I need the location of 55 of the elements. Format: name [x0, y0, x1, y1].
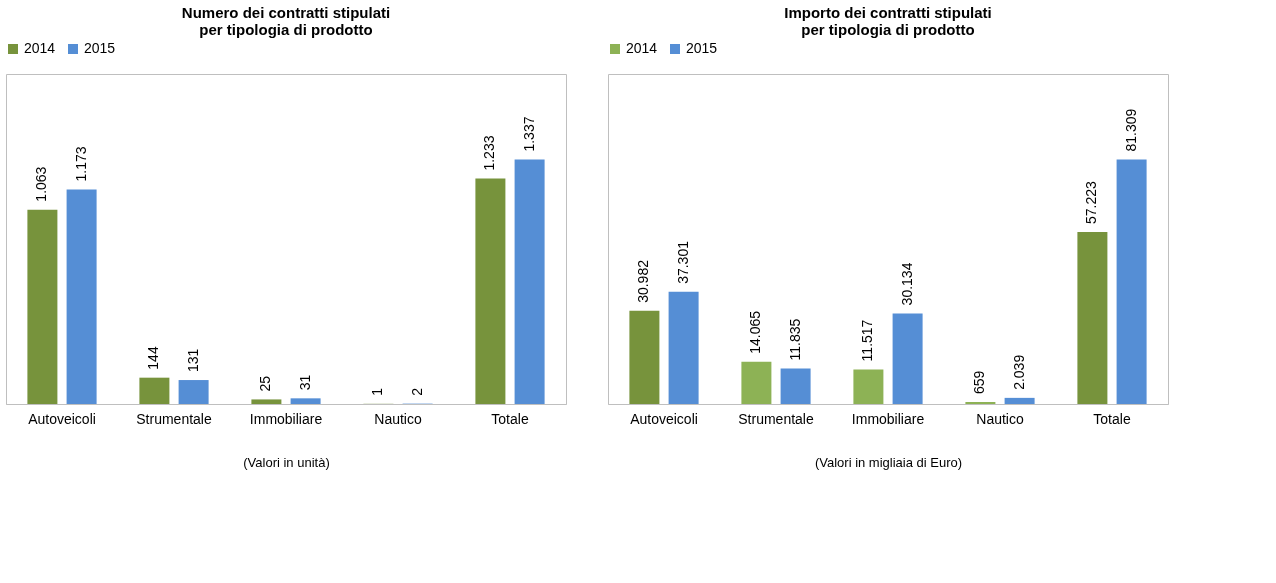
- x-tick-label: Autoveicoli: [630, 410, 698, 427]
- data-label: 81.309: [1122, 108, 1139, 152]
- bar: [780, 368, 811, 404]
- bar: [139, 377, 170, 404]
- bar: [668, 291, 699, 404]
- x-tick-label: Immobiliare: [249, 410, 323, 427]
- bar: [1004, 397, 1035, 404]
- x-tick-label: Nautico: [976, 410, 1024, 427]
- data-label: 1.063: [33, 166, 50, 202]
- bar: [629, 310, 660, 404]
- legend-label: 2015: [686, 40, 718, 56]
- bar: [1077, 231, 1108, 404]
- bar: [1116, 159, 1147, 404]
- x-tick-label: Autoveicoli: [28, 410, 96, 427]
- data-label: 2: [408, 387, 425, 396]
- data-label: 1: [369, 387, 386, 396]
- chart-title: Numero dei contratti stipulati per tipologia di prodotto: [181, 4, 391, 38]
- data-label: 1.233: [481, 135, 498, 171]
- text: (Valori in unità): [243, 454, 330, 470]
- bar: [66, 189, 97, 404]
- legend-label: 2014: [626, 40, 658, 56]
- data-label: 11.835: [786, 318, 803, 361]
- data-label: 2.039: [1010, 354, 1027, 390]
- text: (Valori in migliaia di Euro): [814, 454, 963, 470]
- legend-label: 2014: [24, 40, 56, 56]
- data-label: 37.301: [674, 240, 691, 284]
- data-label: 25: [257, 375, 274, 392]
- x-tick-label: Strumentale: [136, 410, 212, 427]
- x-tick-label: Totale: [491, 410, 529, 427]
- bar: [741, 361, 772, 404]
- x-tick-label: Immobiliare: [851, 410, 925, 427]
- x-tick-label: Nautico: [374, 410, 422, 427]
- data-label: 14.065: [747, 310, 764, 354]
- data-label: 131: [184, 348, 201, 373]
- data-label: 659: [971, 370, 988, 395]
- bar: [853, 369, 884, 404]
- data-label: 57.223: [1083, 180, 1100, 224]
- legend-label: 2015: [84, 40, 116, 56]
- x-tick-label: Strumentale: [738, 410, 814, 427]
- data-label: 30.982: [635, 259, 652, 303]
- bar: [892, 313, 923, 404]
- data-label: 30.134: [898, 262, 915, 306]
- bar: [514, 159, 545, 404]
- data-label: 144: [145, 346, 162, 370]
- x-tick-label: Totale: [1093, 410, 1131, 427]
- bar: [251, 399, 282, 404]
- data-label: 11.517: [859, 319, 876, 362]
- data-label: 1.337: [520, 116, 537, 152]
- chart-title: Importo dei contratti stipulati per tipologia di prodotto: [784, 4, 992, 38]
- bar: [178, 380, 209, 404]
- data-label: 31: [296, 374, 313, 391]
- bar: [290, 398, 321, 404]
- data-label: 1.173: [72, 146, 89, 182]
- bar: [475, 178, 506, 404]
- bar: [27, 209, 58, 404]
